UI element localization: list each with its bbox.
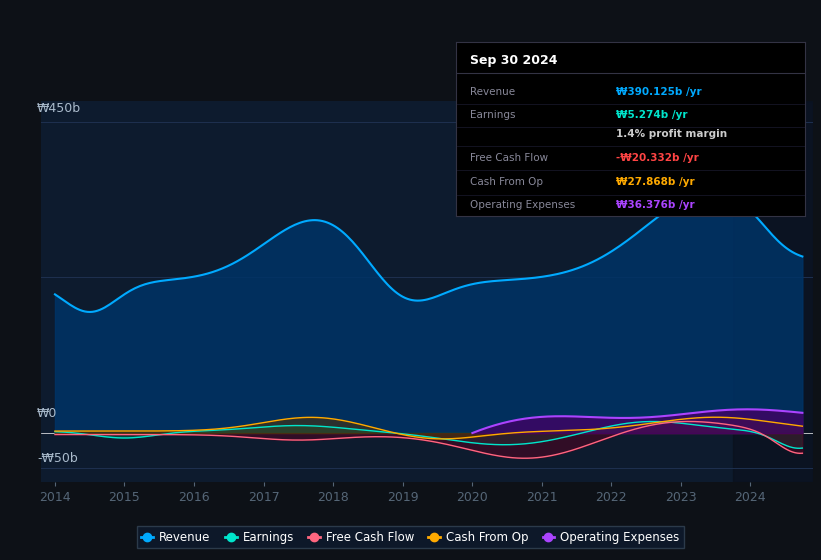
Text: 1.4% profit margin: 1.4% profit margin xyxy=(616,129,727,139)
Text: Cash From Op: Cash From Op xyxy=(470,178,543,188)
Text: Earnings: Earnings xyxy=(470,110,515,120)
Text: Sep 30 2024: Sep 30 2024 xyxy=(470,54,557,67)
Text: -₩20.332b /yr: -₩20.332b /yr xyxy=(616,153,699,163)
Text: ₩0: ₩0 xyxy=(37,407,57,420)
Legend: Revenue, Earnings, Free Cash Flow, Cash From Op, Operating Expenses: Revenue, Earnings, Free Cash Flow, Cash … xyxy=(137,526,684,548)
Text: Operating Expenses: Operating Expenses xyxy=(470,200,575,210)
Bar xyxy=(733,101,813,482)
Text: ₩5.274b /yr: ₩5.274b /yr xyxy=(616,110,688,120)
Text: ₩450b: ₩450b xyxy=(37,102,81,115)
Text: ₩390.125b /yr: ₩390.125b /yr xyxy=(616,87,702,97)
Text: -₩50b: -₩50b xyxy=(37,452,78,465)
Text: Free Cash Flow: Free Cash Flow xyxy=(470,153,548,163)
Text: Revenue: Revenue xyxy=(470,87,515,97)
Text: ₩27.868b /yr: ₩27.868b /yr xyxy=(616,178,695,188)
Text: ₩36.376b /yr: ₩36.376b /yr xyxy=(616,200,695,210)
